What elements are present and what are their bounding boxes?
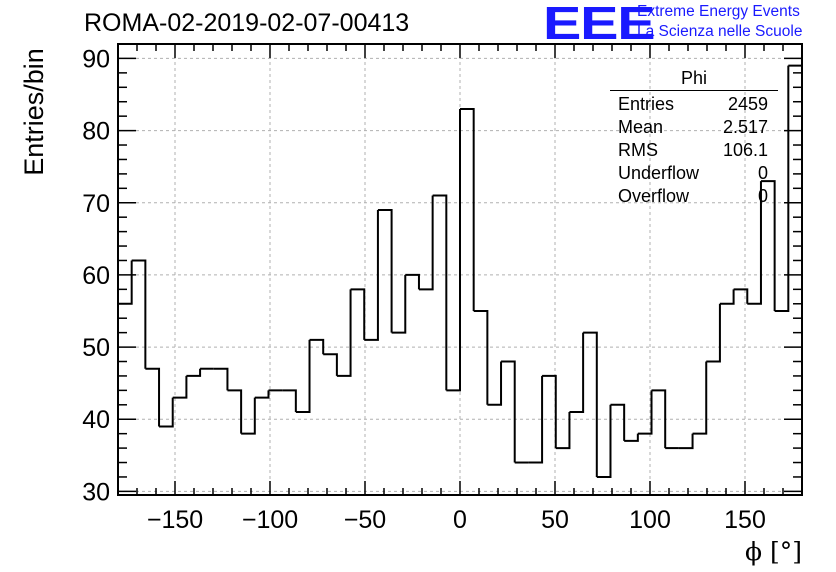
histogram-bin (719, 289, 735, 305)
histogram-bin (760, 180, 776, 311)
y-tick-label: 60 (82, 262, 110, 290)
histogram-bin (528, 375, 544, 464)
stats-title: Phi (610, 68, 778, 91)
y-tick-label: 40 (82, 406, 110, 434)
histogram-bin (117, 260, 133, 495)
stat-row-underflow: Underflow 0 (610, 162, 778, 185)
histogram-bin (323, 353, 338, 376)
histogram-bin (678, 433, 694, 450)
x-tick-label: −100 (242, 506, 298, 534)
axes: −150 −100 −50 0 50 100 150 30 40 50 60 70 80 90 (82, 43, 803, 534)
x-tick-label: 150 (724, 506, 766, 534)
histogram-bin (172, 375, 188, 399)
histogram-bin (377, 208, 393, 333)
stats-box: Phi Entries 2459 Mean 2.517 RMS 106.1 Un… (610, 68, 778, 208)
histogram-bin (555, 412, 571, 450)
stat-label: Overflow (618, 186, 690, 206)
histogram-bin (747, 181, 762, 305)
histogram-bin (145, 367, 161, 427)
histogram-bin (542, 374, 557, 449)
stat-value: 0 (757, 186, 768, 206)
y-tick-label: 80 (82, 118, 110, 146)
y-tick-label: 50 (82, 334, 110, 362)
histogram-bin (227, 389, 243, 434)
histogram-bin (391, 274, 407, 334)
histogram-bin (405, 273, 420, 290)
histogram-bin (706, 303, 721, 363)
y-axis-label: Entries/bin (19, 48, 49, 176)
histogram-bin (651, 389, 667, 449)
histogram-bin (282, 389, 297, 413)
x-tick-label: 0 (453, 506, 467, 534)
x-tick-label: −150 (147, 506, 203, 534)
stat-label: RMS (618, 140, 658, 160)
x-tick-label: −50 (344, 506, 386, 534)
histogram-bin (569, 332, 585, 414)
histogram-bin (446, 108, 461, 392)
stat-value: 2.517 (722, 117, 768, 137)
histogram-bin (336, 289, 352, 377)
histogram-bin (583, 331, 598, 477)
stat-row-entries: Entries 2459 (610, 93, 778, 116)
histogram-bin (624, 433, 639, 442)
histogram-bin (364, 209, 379, 341)
histogram-bin (350, 288, 366, 340)
stat-label: Underflow (618, 163, 700, 183)
histogram-bin (131, 259, 147, 369)
histogram-bin (637, 390, 653, 435)
histogram-bin (473, 309, 489, 405)
stat-label: Entries (618, 94, 675, 114)
histogram-bin (692, 361, 708, 435)
y-tick-label: 90 (82, 45, 110, 73)
stat-value: 2459 (727, 94, 768, 114)
histogram-bin (432, 194, 448, 391)
x-tick-label: 100 (629, 506, 671, 534)
logo-caption-line2: La Scienza nelle Scuole (637, 23, 803, 40)
histogram-bin (159, 397, 174, 428)
stat-row-rms: RMS 106.1 (610, 139, 778, 162)
eee-logo: EEE (543, 0, 656, 49)
y-tick-label: 30 (82, 478, 110, 506)
histogram-bin (610, 403, 626, 441)
histogram-bin (418, 195, 434, 291)
histogram-bin (241, 397, 256, 435)
histogram-bin (501, 360, 516, 463)
logo-caption-line1: Extreme Energy Events (637, 3, 800, 20)
histogram-bin (487, 361, 503, 406)
histogram-bin (213, 367, 229, 391)
x-axis-label: ϕ [°] (745, 537, 802, 566)
stat-value: 106.1 (722, 140, 768, 160)
histogram-bin (774, 65, 790, 312)
x-tick-label: 50 (541, 506, 569, 534)
stat-value: 0 (757, 163, 768, 183)
histogram-bin (596, 404, 612, 478)
histogram-bin (460, 107, 475, 311)
histogram-bin (186, 368, 202, 377)
run-title: ROMA-02-2019-02-07-00413 (84, 9, 410, 37)
stat-row-mean: Mean 2.517 (610, 116, 778, 139)
histogram-bin (295, 339, 311, 414)
histogram-bin (733, 288, 749, 304)
histogram-bin (254, 390, 270, 399)
stat-row-overflow: Overflow 0 (610, 185, 778, 208)
histogram-bin (309, 338, 325, 355)
stat-label: Mean (618, 117, 664, 137)
y-tick-label: 70 (82, 190, 110, 218)
histogram (117, 64, 803, 495)
